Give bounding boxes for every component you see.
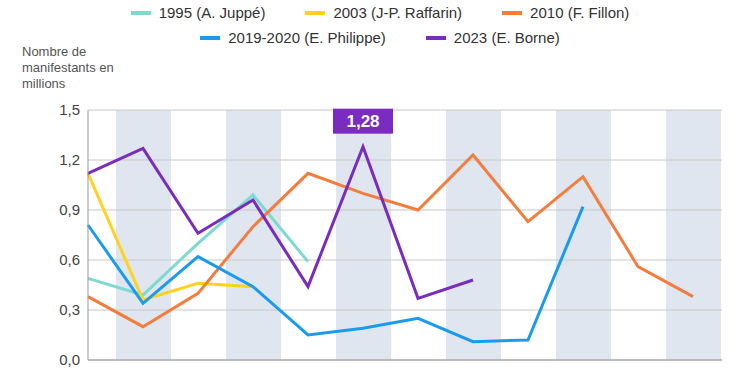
- html-text:2010 (F. Fillon): 2010 (F. Fillon): [530, 4, 630, 21]
- html-text:2003 (J-P. Raffarin): 2003 (J-P. Raffarin): [333, 4, 463, 21]
- svg-text:1,5: 1,5: [59, 101, 80, 118]
- html-text:1995 (A. Juppé): 1995 (A. Juppé): [158, 4, 266, 21]
- svg-text:0,9: 0,9: [59, 201, 80, 218]
- html-text:2019-2020 (E. Philippe): 2019-2020 (E. Philippe): [228, 29, 386, 46]
- html-text:2023 (E. Borne): 2023 (E. Borne): [453, 29, 560, 46]
- svg-text:1,2: 1,2: [59, 151, 80, 168]
- svg-text:0,3: 0,3: [59, 301, 80, 318]
- svg-text:1,28: 1,28: [346, 112, 379, 131]
- svg-text:0,0: 0,0: [59, 351, 80, 368]
- svg-text:0,6: 0,6: [59, 251, 80, 268]
- html-text:Nombre de manifestants en mill: Nombre de manifestants en millions: [22, 44, 114, 91]
